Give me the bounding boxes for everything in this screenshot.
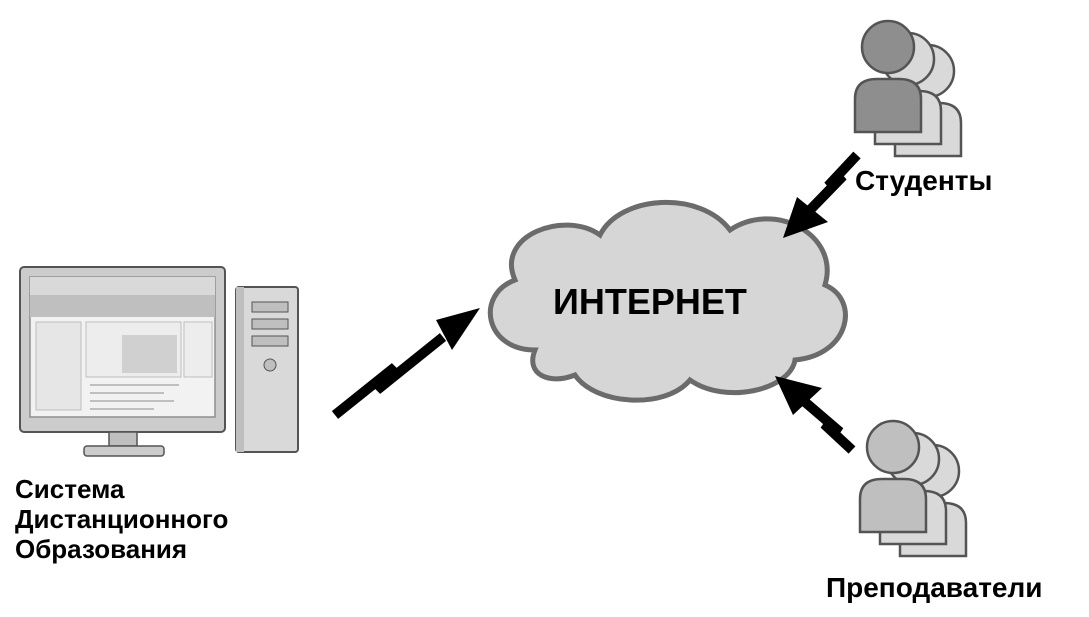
diagram-stage: ИНТЕРНЕТ Система Дистанционного Образова… bbox=[0, 0, 1089, 617]
edge-computer-to-cloud bbox=[335, 308, 480, 415]
edge-students-to-cloud bbox=[783, 155, 857, 238]
arrows-overlay bbox=[0, 0, 1089, 617]
edge-teachers-to-cloud bbox=[775, 376, 852, 450]
